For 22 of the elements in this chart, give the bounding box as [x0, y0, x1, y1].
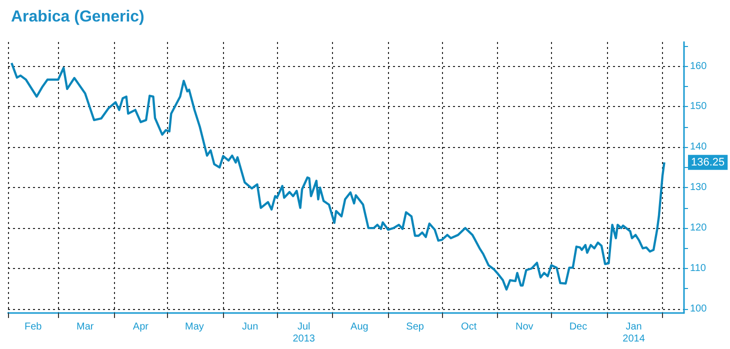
y-tick-label: 130	[690, 182, 708, 194]
x-tick-label: Oct	[461, 322, 477, 332]
annotation: 136.25	[691, 156, 725, 168]
x-tick-label: Feb	[24, 322, 42, 332]
chart-title: Arabica (Generic)	[11, 8, 144, 26]
y-tick-label: 150	[690, 101, 708, 112]
x-tick-label: Dec	[569, 322, 588, 332]
x-tick-label: Sep	[406, 322, 424, 332]
x-tick-label: Nov	[516, 322, 534, 332]
y-tick-label: 160	[690, 60, 708, 72]
x-tick-label: Jul 2013	[292, 322, 316, 344]
x-tick-label: May	[185, 322, 204, 332]
y-tick-label: 120	[690, 222, 708, 234]
line-series	[10, 62, 666, 291]
x-tick-label: Jan 2014	[622, 322, 646, 344]
y-tick-label: 140	[690, 142, 708, 153]
x-tick-label: Aug	[350, 322, 368, 332]
x-tick-label: Apr	[132, 322, 150, 332]
x-tick-label: Jun	[242, 322, 258, 332]
x-tick-label: Mar	[76, 322, 94, 332]
y-tick-label: 110	[690, 263, 706, 274]
y-tick-label: 100	[690, 303, 708, 314]
